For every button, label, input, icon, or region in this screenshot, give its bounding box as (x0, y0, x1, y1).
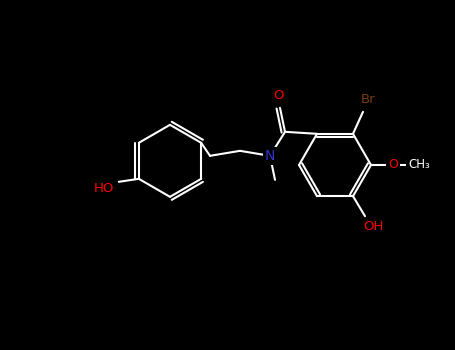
Text: CH₃: CH₃ (408, 159, 430, 172)
Text: N: N (265, 149, 275, 163)
Text: O: O (273, 89, 283, 102)
Text: HO: HO (94, 182, 114, 195)
Text: Br: Br (361, 93, 375, 106)
Text: OH: OH (363, 220, 383, 233)
Text: O: O (388, 158, 398, 170)
